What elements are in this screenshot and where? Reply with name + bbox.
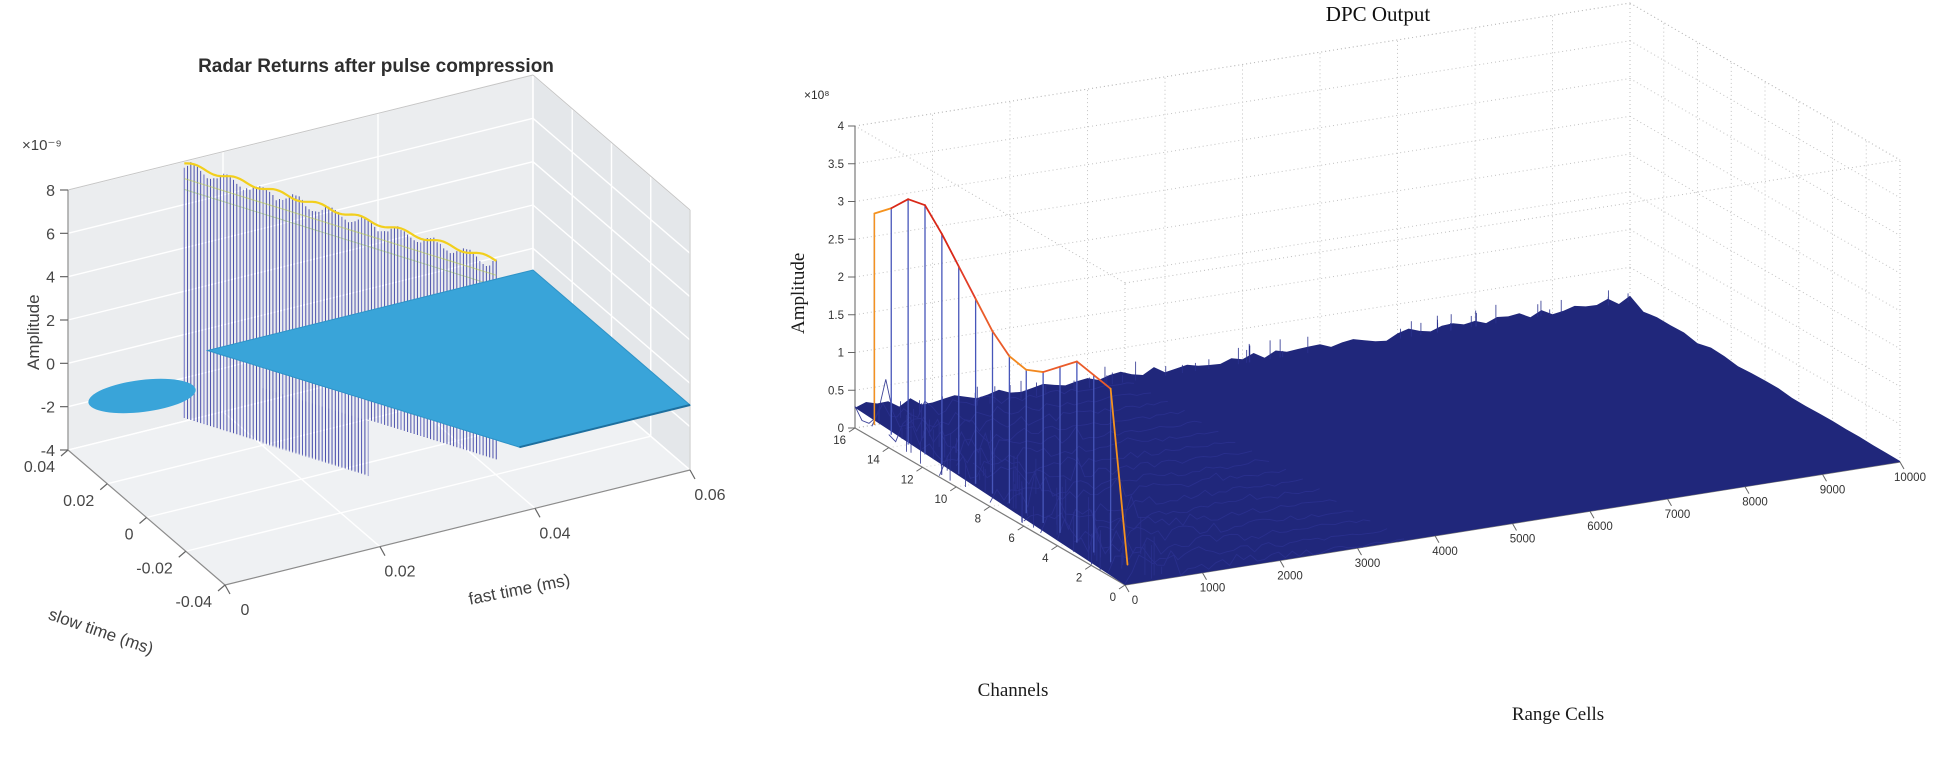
tick-label: -4 (41, 443, 55, 460)
tick-label: -2 (41, 400, 55, 417)
tick-label: 14 (867, 455, 880, 467)
tick-label: 8000 (1742, 497, 1768, 509)
tick-label: 0.5 (828, 385, 844, 397)
tick-label: 16 (833, 435, 846, 447)
left-z-axis-label: Amplitude (24, 294, 43, 370)
tick-label: 3000 (1355, 558, 1381, 570)
tick-label: 4 (46, 270, 55, 287)
tick-label: 4 (838, 121, 845, 133)
tick-label: 6 (1008, 533, 1014, 545)
tick-label: 0.04 (539, 525, 570, 542)
tick-label: 0 (1110, 592, 1116, 604)
right-plot-dpc-output: 00.511.522.533.5402468101214160100020003… (828, 2, 1926, 607)
tick-label: 0.04 (24, 459, 55, 476)
tick-label: 2 (46, 313, 55, 330)
tick-label: 3 (838, 197, 844, 209)
tick-label: 1.5 (828, 310, 844, 322)
right-y-axis-label: Channels (977, 680, 1049, 701)
left-z-exponent-label: ×10⁻⁹ (22, 137, 62, 154)
tick-label: 10000 (1894, 472, 1926, 484)
tick-label: 2000 (1277, 570, 1303, 582)
tick-label: 10 (934, 494, 947, 506)
tick-label: 0 (838, 423, 844, 435)
tick-label: 3.5 (828, 159, 844, 171)
tick-label: 6 (46, 226, 55, 243)
tick-label: 0 (125, 527, 134, 544)
tick-label: 2 (838, 272, 844, 284)
tick-label: 7000 (1665, 509, 1691, 521)
left-plot-title: Radar Returns after pulse compression (198, 56, 554, 77)
tick-label: 8 (975, 514, 981, 526)
tick-label: 4000 (1432, 546, 1458, 558)
right-z-exponent-label: ×10⁸ (804, 88, 830, 102)
tick-label: 1000 (1200, 583, 1226, 595)
tick-label: -0.02 (136, 560, 173, 577)
tick-label: 0.02 (63, 493, 94, 510)
tick-label: 2 (1076, 572, 1082, 584)
right-x-axis-label: Range Cells (1511, 704, 1605, 725)
tick-label: 5000 (1510, 534, 1536, 546)
tick-label: 6000 (1587, 521, 1613, 533)
tick-label: 8 (46, 183, 55, 200)
tick-label: 0.06 (694, 487, 725, 504)
tick-label: 9000 (1820, 484, 1846, 496)
tick-label: 0 (46, 356, 55, 373)
tick-label: 1 (838, 348, 844, 360)
tick-label: 0.02 (384, 564, 415, 581)
tick-label: 0 (1132, 595, 1138, 607)
tick-label: 2.5 (828, 234, 844, 246)
tick-label: -0.04 (176, 594, 213, 611)
right-z-axis-label: Amplitude (788, 252, 809, 334)
tick-label: 12 (901, 474, 914, 486)
tick-label: 4 (1042, 553, 1049, 565)
tick-label: 0 (241, 602, 250, 619)
right-plot-title: DPC Output (1325, 2, 1431, 26)
